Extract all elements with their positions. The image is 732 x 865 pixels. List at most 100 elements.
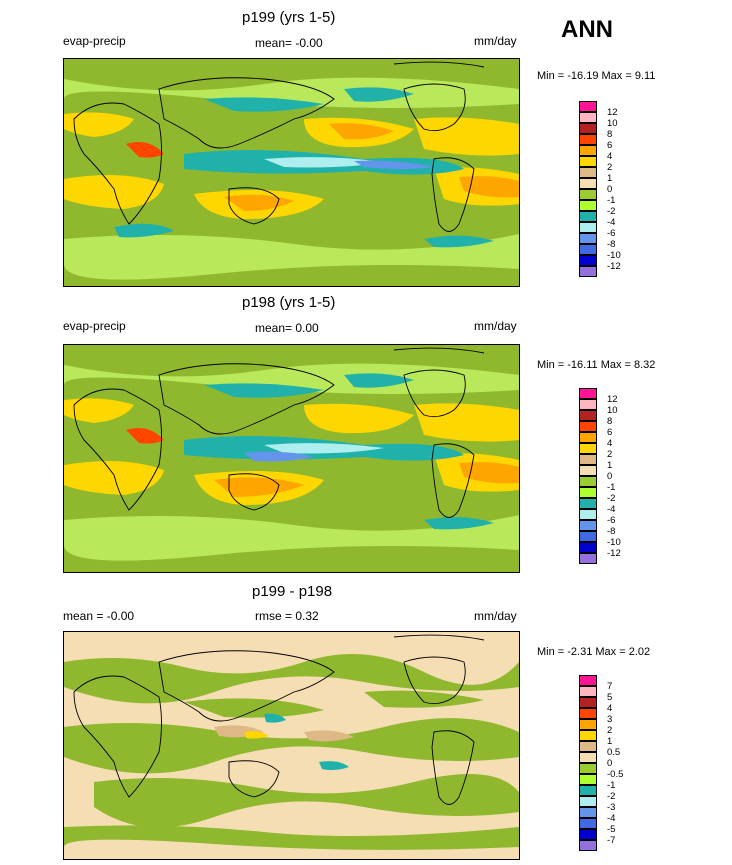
panel3-title: p199 - p198 (252, 583, 333, 600)
panel2-colorbar-label: -8 (607, 526, 616, 537)
panel3-colorbar-label: 0 (607, 758, 613, 769)
panel1-colorbar-label: 10 (607, 118, 618, 129)
panel3-colorbar-swatch (579, 686, 597, 697)
panel3-colorbar-swatch (579, 697, 597, 708)
season-label: ANN (561, 16, 613, 43)
panel1-colorbar-swatch (579, 134, 597, 145)
panel1-colorbar-label: -6 (607, 228, 616, 239)
panel2-colorbar-swatch (579, 531, 597, 542)
panel2-colorbar-swatch (579, 553, 597, 564)
panel1-colorbar-label: 6 (607, 140, 613, 151)
panel2-colorbar-swatch (579, 410, 597, 421)
panel3-colorbar-label: 0.5 (607, 747, 621, 758)
panel3-colorbar-swatch (579, 774, 597, 785)
panel3-colorbar-swatch (579, 719, 597, 730)
panel2-colorbar-label: 4 (607, 438, 613, 449)
panel2-colorbar-swatch (579, 542, 597, 553)
panel3-minmax-label: Min = -2.31 Max = 2.02 (537, 646, 651, 658)
panel2-colorbar-label: -1 (607, 482, 616, 493)
panel3-colorbar-label: 4 (607, 703, 613, 714)
panel3-map (63, 631, 520, 860)
panel2-units-label: mm/day (474, 319, 517, 333)
panel3-colorbar-label: 2 (607, 725, 613, 736)
panel1-colorbar-label: -4 (607, 217, 616, 228)
panel1-colorbar-label: 12 (607, 107, 618, 118)
panel2-colorbar-label: 8 (607, 416, 613, 427)
panel2-colorbar-swatch (579, 454, 597, 465)
panel2-colorbar-label: -12 (607, 548, 621, 559)
panel1-colorbar-swatch (579, 222, 597, 233)
panel1-colorbar-swatch (579, 101, 597, 112)
panel1-colorbar-label: -12 (607, 261, 621, 272)
panel1-colorbar-swatch (579, 189, 597, 200)
panel2-map-graphic (64, 345, 519, 572)
panel2-colorbar-label: -4 (607, 504, 616, 515)
panel3-colorbar-label: -4 (607, 813, 616, 824)
panel1-colorbar-label: -2 (607, 206, 616, 217)
panel3-units-label: mm/day (474, 609, 517, 623)
panel2-colorbar-label: 10 (607, 405, 618, 416)
panel3-colorbar-swatch (579, 796, 597, 807)
panel1-colorbar-swatch (579, 123, 597, 134)
panel2-colorbar-swatch (579, 388, 597, 399)
panel2-colorbar-swatch (579, 399, 597, 410)
panel2-colorbar-swatch (579, 520, 597, 531)
panel2-map (63, 344, 520, 573)
panel2-colorbar-label: -2 (607, 493, 616, 504)
panel3-colorbar-swatch (579, 730, 597, 741)
panel3-colorbar-swatch (579, 829, 597, 840)
panel3-rmse-label: rmse = 0.32 (255, 609, 319, 623)
panel3-colorbar-swatch (579, 818, 597, 829)
panel2-colorbar-label: 0 (607, 471, 613, 482)
panel3-colorbar-swatch (579, 763, 597, 774)
panel1-colorbar-swatch (579, 211, 597, 222)
panel1-minmax-label: Min = -16.19 Max = 9.11 (537, 70, 656, 82)
panel1-variable-label: evap-precip (63, 34, 126, 48)
panel2-colorbar-swatch (579, 443, 597, 454)
panel3-colorbar-swatch (579, 807, 597, 818)
panel2-colorbar-label: 2 (607, 449, 613, 460)
panel3-colorbar-label: -0.5 (607, 769, 624, 780)
panel3-colorbar-swatch (579, 675, 597, 686)
panel2-colorbar-label: 6 (607, 427, 613, 438)
panel3-colorbar-label: 5 (607, 692, 613, 703)
panel2-colorbar: 12 10 8 6 4 2 1 0 -1 -2 -4 -6 -8 -10 -12 (579, 388, 659, 568)
panel1-colorbar-swatch (579, 145, 597, 156)
panel1-colorbar: 12 10 8 6 4 2 1 0 -1 -2 -4 -6 -8 -10 -12 (579, 101, 659, 281)
panel1-colorbar-label: -1 (607, 195, 616, 206)
panel1-colorbar-swatch (579, 200, 597, 211)
panel2-title: p198 (yrs 1-5) (242, 294, 336, 311)
panel1-colorbar-swatch (579, 167, 597, 178)
panel2-colorbar-swatch (579, 487, 597, 498)
panel1-colorbar-label: 2 (607, 162, 613, 173)
panel2-colorbar-swatch (579, 465, 597, 476)
panel3-mean-label: mean = -0.00 (63, 609, 135, 623)
panel2-variable-label: evap-precip (63, 319, 126, 333)
panel1-colorbar-swatch (579, 266, 597, 277)
panel3-colorbar-label: -7 (607, 835, 616, 846)
panel1-colorbar-label: -8 (607, 239, 616, 250)
panel3-colorbar-label: -1 (607, 780, 616, 791)
panel1-colorbar-swatch (579, 156, 597, 167)
panel3-colorbar-swatch (579, 741, 597, 752)
panel1-title: p199 (yrs 1-5) (242, 9, 336, 26)
panel1-units-label: mm/day (474, 34, 517, 48)
panel3-colorbar-swatch (579, 840, 597, 851)
panel3-colorbar-label: -3 (607, 802, 616, 813)
panel2-colorbar-swatch (579, 476, 597, 487)
panel2-mean-label: mean= 0.00 (255, 321, 319, 335)
panel2-colorbar-label: -6 (607, 515, 616, 526)
panel1-map (63, 58, 520, 287)
panel2-colorbar-swatch (579, 421, 597, 432)
panel1-colorbar-label: 0 (607, 184, 613, 195)
panel3-colorbar-label: -2 (607, 791, 616, 802)
panel2-colorbar-swatch (579, 509, 597, 520)
panel3-colorbar-label: -5 (607, 824, 616, 835)
panel2-colorbar-label: 12 (607, 394, 618, 405)
panel3-map-graphic (64, 632, 519, 859)
panel1-mean-label: mean= -0.00 (255, 36, 323, 50)
panel1-colorbar-swatch (579, 244, 597, 255)
panel3-colorbar-swatch (579, 752, 597, 763)
panel3-colorbar-label: 3 (607, 714, 613, 725)
panel1-colorbar-label: 8 (607, 129, 613, 140)
